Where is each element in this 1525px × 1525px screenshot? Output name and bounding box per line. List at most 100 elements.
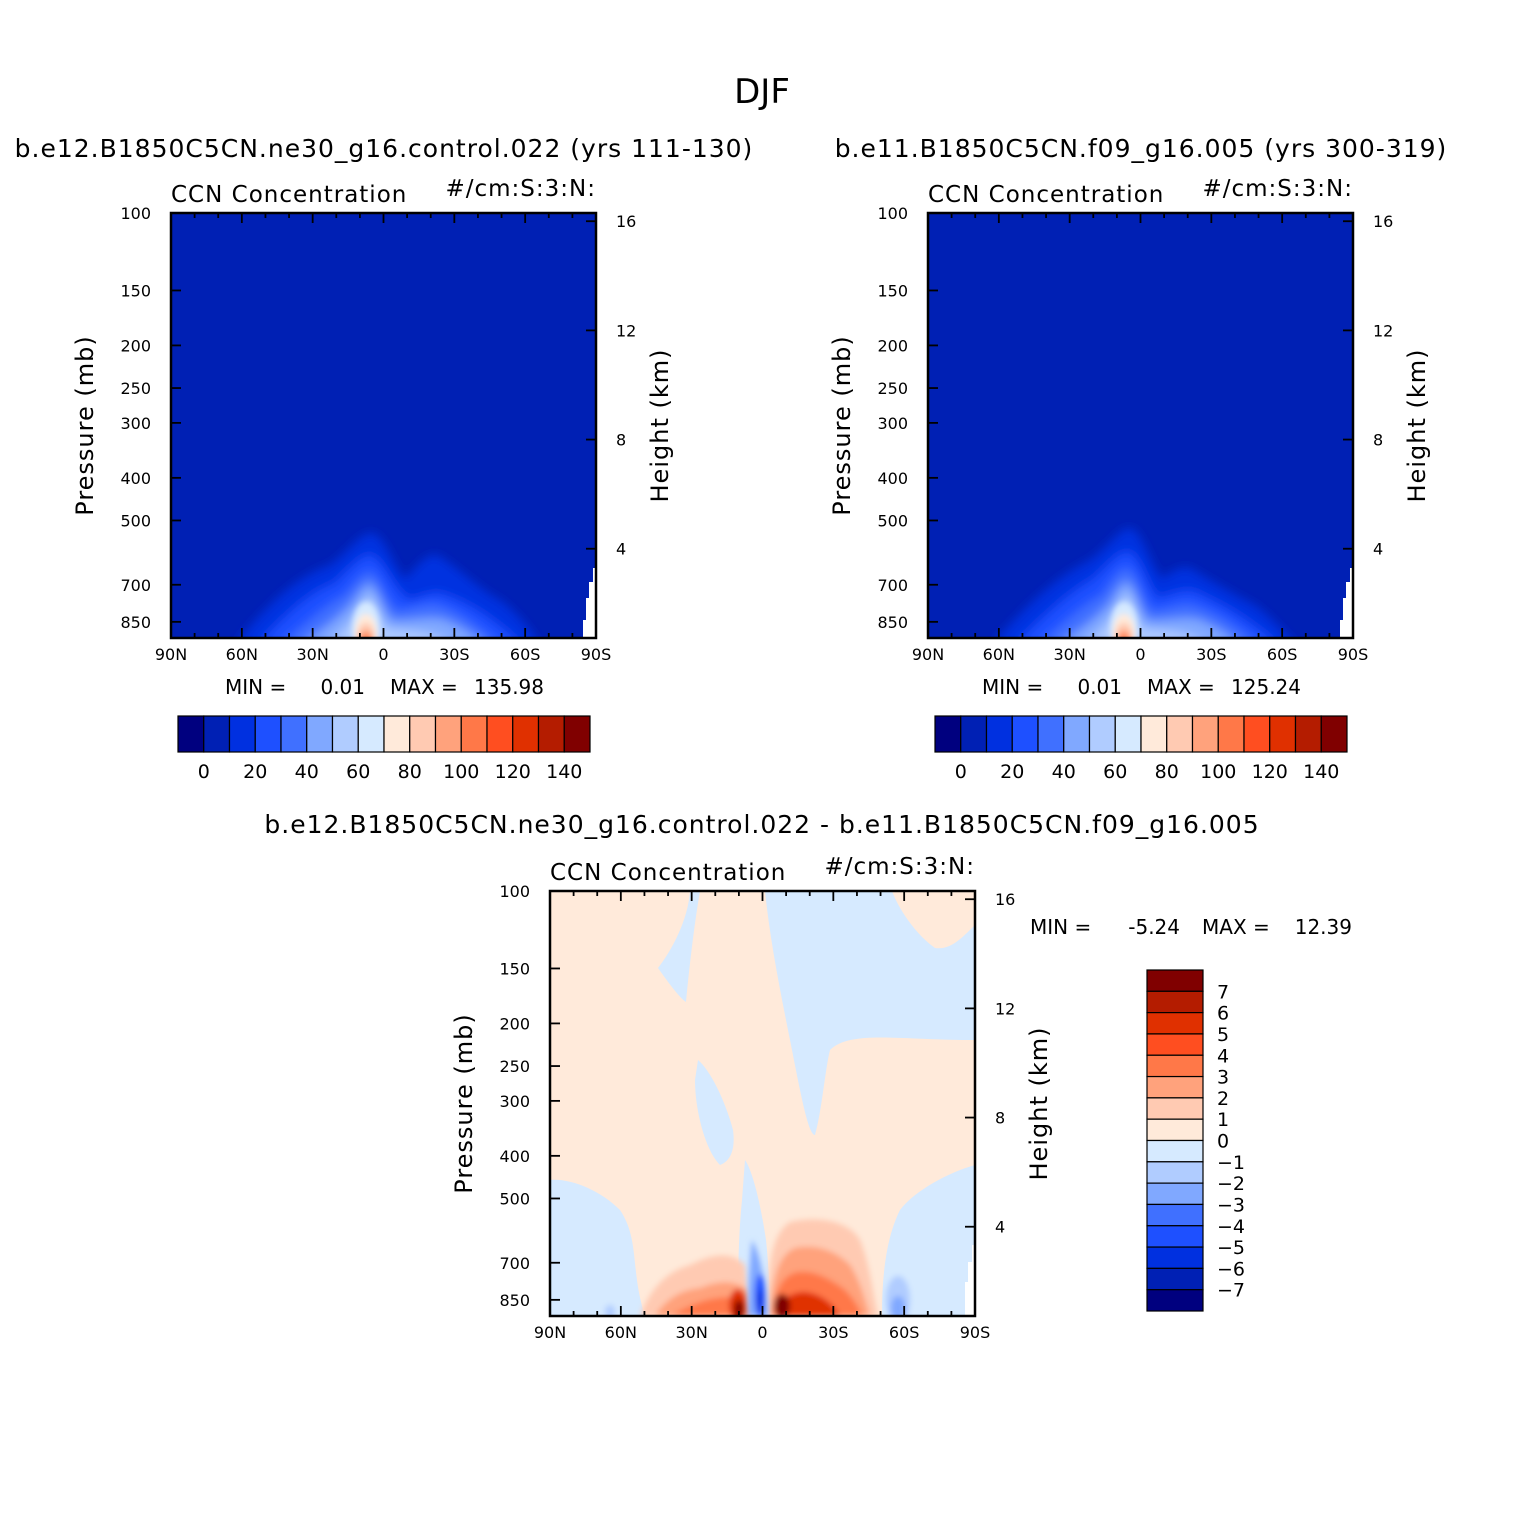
colorbar-swatch: [1243, 715, 1271, 753]
colorbar: 0 20 40 60 80 100 120 140: [177, 715, 591, 783]
y-tick-label: 850: [120, 613, 151, 632]
max-value: 12.39: [1295, 915, 1352, 939]
y-tick-label: 700: [499, 1254, 530, 1273]
y-tick-label: 250: [120, 379, 151, 398]
colorbar-swatch: [1037, 715, 1065, 753]
colorbar-label: 4: [1217, 1045, 1229, 1067]
y-axis-label: Pressure (mb): [71, 335, 99, 515]
colorbar-label: 60: [1103, 761, 1127, 783]
colorbar-swatch: [1146, 1225, 1204, 1248]
colorbar-label: 80: [1155, 761, 1179, 783]
y-tick-label: 700: [877, 576, 908, 595]
y-tick-label: 200: [120, 336, 151, 355]
x-tick-label: 0: [1135, 645, 1145, 664]
colorbar-swatch: [357, 715, 385, 753]
colorbar-swatch: [434, 715, 462, 753]
x-tick-label: 90N: [912, 645, 944, 664]
y-tick-label: 850: [877, 613, 908, 632]
colorbar-swatch: [1114, 715, 1142, 753]
units-label: #/cm:S:3:N:: [1202, 176, 1353, 202]
colorbar-label: 100: [443, 761, 479, 783]
axes: 90N 60N 30N 0 30S 60S 90S 100 150 200 250 300 400 500…: [450, 882, 1053, 1342]
colorbar-label: 100: [1200, 761, 1236, 783]
x-tick-label: 90N: [534, 1323, 566, 1342]
y2-tick-label: 12: [616, 321, 636, 340]
colorbar-label: 3: [1217, 1067, 1229, 1089]
y-tick-label: 150: [499, 959, 530, 978]
colorbar-label: −7: [1217, 1280, 1245, 1302]
contour-level-12: [1121, 640, 1127, 650]
y2-tick-label: 12: [995, 999, 1015, 1018]
contour-neg-north-spot: [605, 1305, 615, 1316]
y2-tick-label: 12: [1373, 321, 1393, 340]
colorbar-swatch: [1146, 1139, 1204, 1163]
contour-level-12: [363, 640, 369, 650]
colorbar-swatch: [409, 715, 437, 753]
y-tick-label: 200: [499, 1014, 530, 1033]
colorbar-label: 7: [1217, 981, 1229, 1003]
x-tick-label: 30S: [818, 1323, 849, 1342]
colorbar-label: 40: [1052, 761, 1076, 783]
contour-pos-south-4: [775, 1292, 840, 1316]
x-tick-label: 30N: [297, 645, 329, 664]
y-tick-label: 200: [877, 336, 908, 355]
colorbar-swatch: [1146, 1246, 1204, 1269]
colorbar-swatch: [934, 715, 962, 753]
colorbar-swatch: [1146, 1182, 1204, 1206]
x-tick-label: 90S: [960, 1323, 991, 1342]
panel-title: b.e12.B1850C5CN.ne30_g16.control.022 (yr…: [15, 134, 754, 163]
colorbar-label: 0: [955, 761, 967, 783]
colorbar-swatch: [1146, 1118, 1204, 1142]
colorbar-swatch: [177, 715, 205, 753]
topography-mask: [965, 1245, 975, 1316]
y-tick-label: 500: [120, 511, 151, 530]
contour-field: [928, 213, 1353, 650]
y-tick-label: 100: [499, 882, 530, 901]
colorbar-swatch: [1191, 715, 1219, 753]
variable-name: CCN Concentration: [550, 860, 786, 886]
y-tick-label: 150: [877, 281, 908, 300]
y2-tick-label: 4: [616, 540, 626, 559]
colorbar-swatch: [331, 715, 359, 753]
y-axis-label: Pressure (mb): [828, 335, 856, 515]
x-tick-label: 30S: [1196, 645, 1227, 664]
y-tick-label: 500: [877, 511, 908, 530]
y-tick-label: 850: [499, 1291, 530, 1310]
colorbar-swatch: [1146, 1267, 1204, 1291]
y-tick-label: 700: [120, 576, 151, 595]
x-tick-label: 30N: [676, 1323, 708, 1342]
contour-neg-south-2: [891, 1296, 905, 1316]
colorbar-label: 0: [198, 761, 210, 783]
max-value: 125.24: [1231, 675, 1301, 699]
max-label: MAX =: [390, 675, 458, 699]
colorbar-swatch: [1269, 715, 1297, 753]
min-value: -5.24: [1128, 915, 1180, 939]
y-tick-label: 300: [877, 414, 908, 433]
units-label: #/cm:S:3:N:: [445, 176, 596, 202]
colorbar-swatch: [254, 715, 282, 753]
colorbar-label: 2: [1217, 1088, 1229, 1110]
x-tick-label: 60N: [226, 645, 258, 664]
y2-tick-label: 16: [995, 890, 1015, 909]
y-axis-label: Pressure (mb): [450, 1013, 478, 1193]
y2-axis-label: Height (km): [1025, 1027, 1053, 1181]
colorbar-swatch: [537, 715, 565, 753]
colorbar-label: −2: [1217, 1173, 1245, 1195]
contour-neg-core-3: [757, 1290, 763, 1314]
min-label: MIN =: [1030, 915, 1091, 939]
colorbar-swatch: [460, 715, 488, 753]
x-tick-label: 60S: [510, 645, 541, 664]
x-tick-label: 90S: [581, 645, 612, 664]
panel-reference: b.e11.B1850C5CN.f09_g16.005 (yrs 300-319…: [828, 134, 1446, 783]
colorbar-swatch: [563, 715, 591, 753]
colorbar-label: −3: [1217, 1194, 1245, 1216]
colorbar-swatch: [486, 715, 514, 753]
axes: 90N 60N 30N 0 30S 60S 90S 100 150 200 250 300 400 500…: [828, 204, 1431, 664]
colorbar-swatch: [1146, 1161, 1204, 1184]
contour-level-9: [359, 630, 373, 638]
colorbar-label: 140: [1303, 761, 1339, 783]
y2-tick-label: 4: [1373, 540, 1383, 559]
colorbar-label: 20: [1000, 761, 1024, 783]
max-label: MAX =: [1147, 675, 1215, 699]
x-tick-label: 60S: [1267, 645, 1298, 664]
